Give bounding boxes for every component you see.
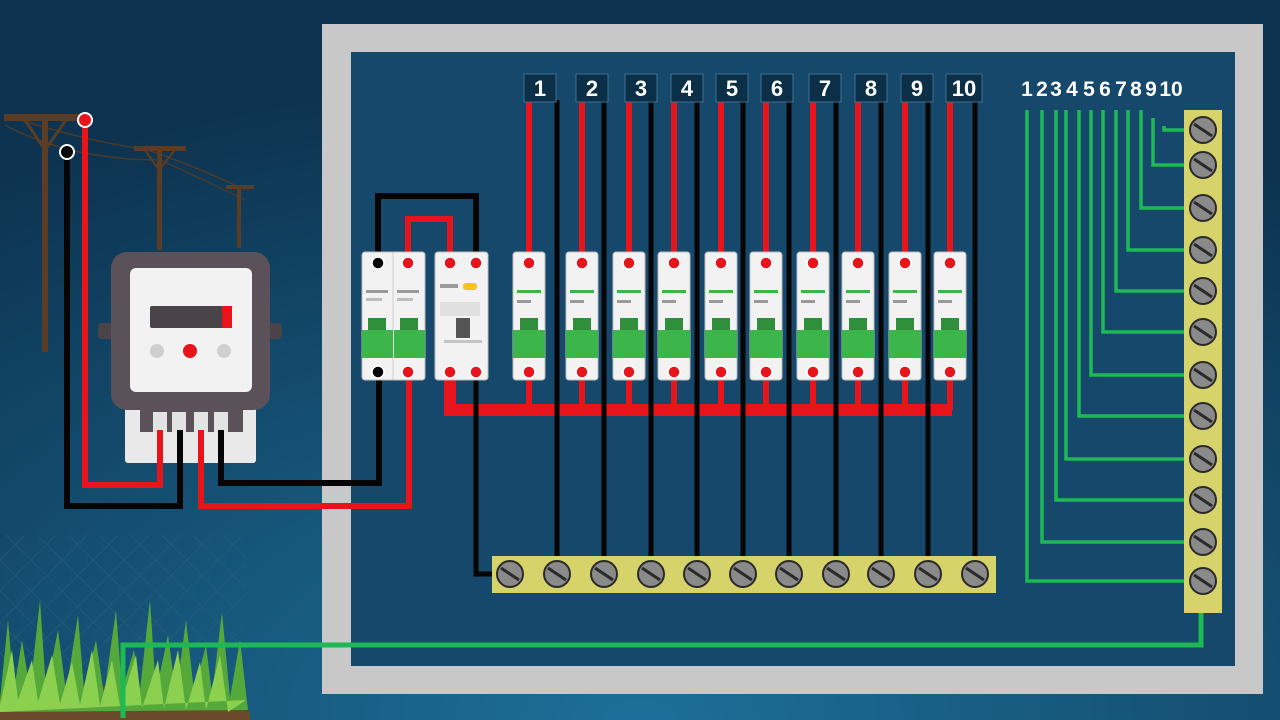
mcb-icon <box>612 251 646 381</box>
neutral-terminal-bar <box>492 556 996 593</box>
terminal-screw-icon <box>1189 277 1217 305</box>
terminal-screw-icon <box>775 560 803 588</box>
circuit-wires <box>444 100 978 577</box>
terminal-screw-icon <box>1189 194 1217 222</box>
earth-wire-8 <box>1114 110 1190 293</box>
utility-pole-icon <box>4 114 254 352</box>
mcb-icon <box>796 251 830 381</box>
main-earth-wire <box>120 612 1204 718</box>
circuit-label-5: 5 <box>726 76 738 101</box>
earth-label-1: 1 <box>1021 78 1033 101</box>
circuit-label-box-1 <box>523 73 557 103</box>
mcb-icon <box>704 251 738 381</box>
earth-wire-9 <box>1126 110 1190 252</box>
meter-neutral-output-wire <box>218 372 382 486</box>
circuit-label-7: 7 <box>819 76 831 101</box>
double-pole-breaker-icon <box>361 251 426 381</box>
circuit-label-1: 1 <box>534 76 546 101</box>
mcb-icon <box>749 251 783 381</box>
terminal-screw-icon <box>1189 151 1217 179</box>
mcb-icon <box>933 251 967 381</box>
earth-wire-6 <box>1089 110 1190 377</box>
live-busbar <box>444 372 952 416</box>
earth-label-3: 3 <box>1050 78 1062 101</box>
pole-neutral-terminal <box>59 144 75 160</box>
mcb-icon <box>841 251 875 381</box>
circuit-label-box-9 <box>900 73 934 103</box>
circuit-label-box-10 <box>945 73 983 103</box>
energy-meter-icon <box>98 252 282 463</box>
earth-label-9: 9 <box>1145 78 1157 101</box>
terminal-screw-icon <box>683 560 711 588</box>
terminal-screw-icon <box>543 560 571 588</box>
terminal-screw-icon <box>822 560 850 588</box>
terminal-screw-icon <box>1189 318 1217 346</box>
pole-live-terminal <box>77 112 93 128</box>
circuit-label-3: 3 <box>635 76 647 101</box>
terminal-screw-icon <box>637 560 665 588</box>
earth-wire-3 <box>1054 110 1190 502</box>
earth-wire-5 <box>1077 110 1190 418</box>
terminal-screw-icon <box>1189 486 1217 514</box>
circuit-label-box-6 <box>760 73 794 103</box>
rcd-icon <box>434 251 489 381</box>
terminal-screw-icon <box>729 560 757 588</box>
terminal-screw-icon <box>1189 116 1217 144</box>
earth-label-8: 8 <box>1130 78 1142 101</box>
circuit-label-box-5 <box>715 73 749 103</box>
earth-label-7: 7 <box>1115 78 1127 101</box>
terminal-screw-icon <box>1189 528 1217 556</box>
circuit-label-8: 8 <box>865 76 877 101</box>
incoming-supply-wires <box>64 120 412 509</box>
earth-wires <box>1025 110 1190 583</box>
circuit-label-2: 2 <box>586 76 598 101</box>
terminal-screw-icon <box>1189 402 1217 430</box>
circuit-label-box-3 <box>624 73 658 103</box>
terminal-screw-icon <box>914 560 942 588</box>
earth-label-4: 4 <box>1066 78 1078 101</box>
circuit-label-box-4 <box>670 73 704 103</box>
circuit-label-4: 4 <box>681 76 694 101</box>
terminal-screw-icon <box>961 560 989 588</box>
main-to-rcd-wires <box>375 193 479 262</box>
main-to-rcd-neutral-wire <box>375 193 479 262</box>
terminal-screw-icon <box>1189 567 1217 595</box>
earth-wire-7 <box>1101 110 1190 334</box>
mcb-icon <box>888 251 922 381</box>
earth-wire-2 <box>1040 110 1190 544</box>
earth-wire-1 <box>1025 110 1190 583</box>
earth-label-6: 6 <box>1099 78 1111 101</box>
mcb-icon <box>657 251 691 381</box>
terminal-screw-icon <box>1189 236 1217 264</box>
supply-neutral-wire <box>64 152 183 509</box>
earth-label-5: 5 <box>1083 78 1095 101</box>
earth-label-10: 10 <box>1159 78 1182 101</box>
circuit-label-6: 6 <box>771 76 783 101</box>
terminal-screw-icon <box>1189 445 1217 473</box>
earth-label-2: 2 <box>1036 78 1048 101</box>
mcb-icon <box>512 251 546 381</box>
earth-wire-12 <box>1162 126 1190 132</box>
terminal-screw-icon <box>867 560 895 588</box>
circuit-label-box-2 <box>575 73 609 103</box>
circuit-label-10: 10 <box>952 76 976 101</box>
earth-terminal-bar <box>1184 110 1222 613</box>
earth-wire-10 <box>1139 110 1190 210</box>
main-to-rcd-live-wire <box>405 216 453 262</box>
earth-wire-11 <box>1151 118 1190 167</box>
circuit-label-box-8 <box>854 73 888 103</box>
terminal-screw-icon <box>496 560 524 588</box>
earth-wire-4 <box>1064 110 1190 461</box>
supply-live-wire <box>82 120 163 488</box>
circuit-label-9: 9 <box>911 76 923 101</box>
meter-live-output-wire <box>198 372 412 509</box>
mcb-icon <box>565 251 599 381</box>
mcb-row <box>512 251 967 381</box>
terminal-screw-icon <box>590 560 618 588</box>
circuit-labels: 1 2 3 4 5 6 7 8 9 10 <box>523 73 983 103</box>
circuit-label-box-7 <box>808 73 842 103</box>
terminal-screw-icon <box>1189 361 1217 389</box>
